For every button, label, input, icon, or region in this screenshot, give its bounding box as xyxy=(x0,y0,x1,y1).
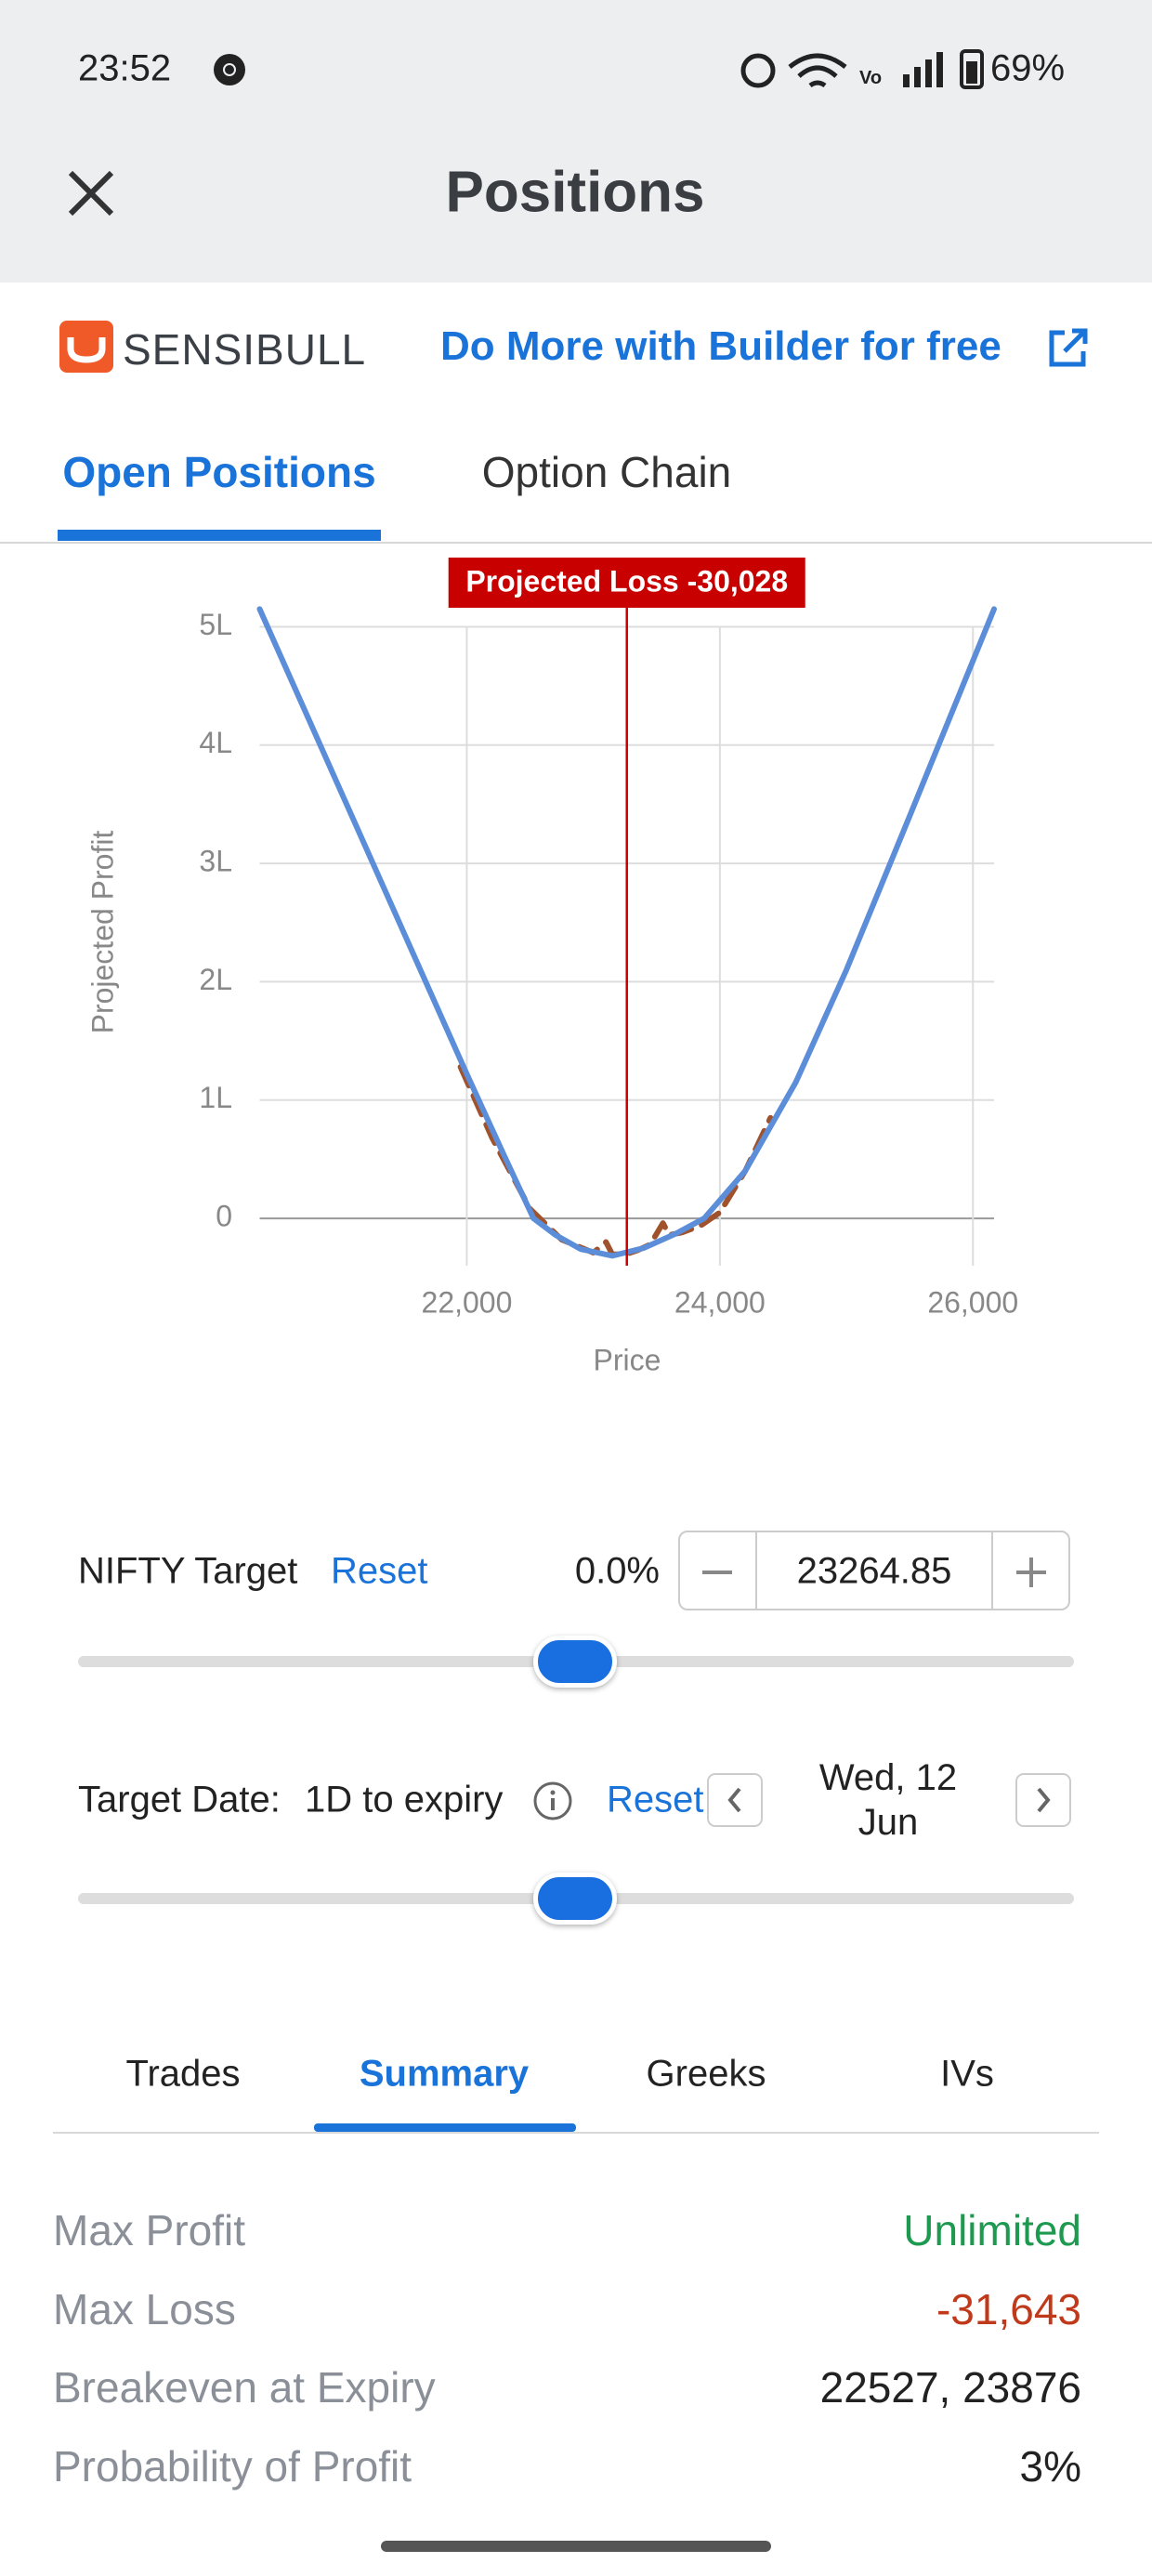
line-series xyxy=(256,606,997,1259)
date-label: Target Date: xyxy=(78,1779,281,1820)
close-button[interactable] xyxy=(67,169,115,217)
tab-indicator xyxy=(58,530,381,541)
target-date: Wed, 12 Jun xyxy=(818,1757,958,1843)
x-axis-label: Price xyxy=(594,1343,661,1376)
tab-active[interactable]: Open Positions xyxy=(62,448,376,496)
bottom-tab[interactable]: Trades xyxy=(125,2053,241,2095)
top-bar xyxy=(0,0,1152,283)
divider xyxy=(53,2132,1099,2134)
y-tick-label: 5L xyxy=(199,608,232,641)
x-tick-label: 22,000 xyxy=(422,1285,513,1319)
bottom-tab[interactable]: IVs xyxy=(940,2053,994,2095)
home-indicator xyxy=(381,2541,771,2552)
bottom-tab[interactable]: Greeks xyxy=(646,2053,766,2095)
chrome-icon xyxy=(214,54,245,85)
target-value[interactable]: 23264.85 xyxy=(796,1550,952,1592)
external-link-icon[interactable] xyxy=(1046,325,1091,370)
target-label: NIFTY Target xyxy=(78,1550,298,1592)
header-title: Positions xyxy=(445,160,705,225)
x-tick-label: 24,000 xyxy=(674,1285,766,1319)
stepper xyxy=(678,1531,1070,1610)
summary-value: 3% xyxy=(1019,2441,1081,2491)
tab-indicator xyxy=(314,2123,576,2132)
summary-value: 22527, 23876 xyxy=(819,2363,1081,2412)
summary-label: Breakeven at Expiry xyxy=(53,2363,436,2412)
battery-icon xyxy=(960,49,984,89)
summary-label: Max Profit xyxy=(53,2206,246,2254)
y-tick-label: 2L xyxy=(199,963,232,996)
days-to-expiry: 1D to expiry xyxy=(305,1779,504,1820)
reset-button[interactable]: Reset xyxy=(331,1550,428,1592)
divider xyxy=(0,542,1152,544)
battery-level: 69% xyxy=(990,47,1066,89)
promo-link[interactable]: Do More with Builder for free xyxy=(440,323,1001,369)
chart: Price Projected Profit 0 1L 2L 3L 4L 5L 22,000… xyxy=(85,558,1018,1376)
slider-thumb[interactable] xyxy=(533,1636,617,1688)
info-icon[interactable] xyxy=(531,1780,574,1822)
y-tick-label: 1L xyxy=(199,1081,232,1114)
summary-value: -31,643 xyxy=(936,2284,1081,2333)
y-tick-label: 3L xyxy=(199,845,232,878)
summary-label: Max Loss xyxy=(53,2284,236,2333)
minus-button[interactable] xyxy=(699,1554,736,1591)
annotation-box xyxy=(448,558,805,608)
y-axis-label: Projected Profit xyxy=(85,831,119,1034)
status-icons: Vo xyxy=(740,52,943,88)
summary-value: Unlimited xyxy=(903,2206,1081,2254)
tab[interactable]: Option Chain xyxy=(481,448,732,496)
bottom-tab-active[interactable]: Summary xyxy=(359,2053,530,2095)
annotation-label: Projected Loss -30,028 xyxy=(465,564,788,598)
slider-thumb[interactable] xyxy=(533,1873,617,1925)
stepper-divider xyxy=(991,1532,993,1609)
reset-button[interactable]: Reset xyxy=(607,1779,704,1820)
x-tick-label: 26,000 xyxy=(927,1285,1018,1319)
stepper-divider xyxy=(755,1532,757,1609)
prev-date-button[interactable] xyxy=(706,1772,764,1828)
summary-label: Probability of Profit xyxy=(53,2441,412,2491)
logo-mark xyxy=(59,321,113,373)
next-date-button[interactable] xyxy=(1015,1772,1072,1828)
y-tick-label: 0 xyxy=(216,1200,232,1233)
plus-button[interactable] xyxy=(1013,1554,1050,1591)
logo-text: SENSIBULL xyxy=(123,325,367,374)
svg-text:Vo: Vo xyxy=(859,68,882,88)
target-change: 0.0% xyxy=(574,1550,660,1592)
y-tick-label: 4L xyxy=(199,726,232,759)
status-time: 23:52 xyxy=(78,47,172,89)
